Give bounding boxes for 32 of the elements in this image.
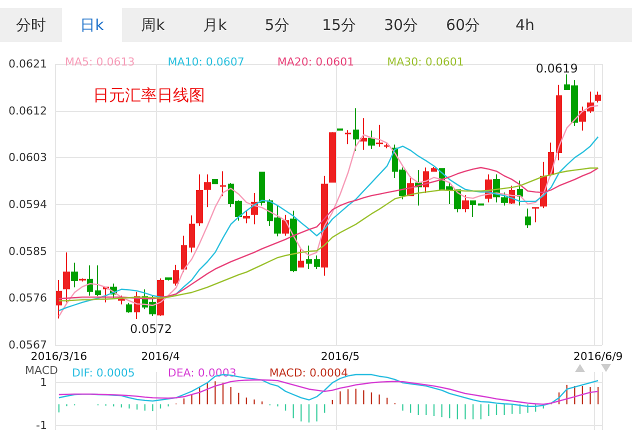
text: 日k [62, 8, 122, 42]
x-tick-label: 2016/3/16 [30, 350, 88, 363]
annotation: 0.0619 [536, 61, 578, 76]
series-label: DIF: 0.0005 [72, 366, 135, 380]
text: MA20: 0.0601 [277, 56, 354, 68]
y-tick-label: 0.0585 [8, 244, 47, 258]
text: 5分 [264, 15, 290, 36]
y-tick-label: 0.0603 [8, 151, 47, 164]
text: 月k [202, 15, 228, 36]
annotation: 0.0572 [130, 322, 172, 336]
text: 日元汇率日线图 [93, 86, 205, 104]
y-tick-label: 1 [40, 376, 47, 390]
series-label: MACD: 0.0004 [269, 366, 348, 380]
text: 周k [140, 15, 166, 36]
chart-title: MACD [25, 364, 58, 377]
text: 15分 [320, 15, 358, 36]
y-tick-label: 0.0567 [8, 338, 47, 352]
text: 60分 [444, 15, 482, 36]
y-tick-label: 0.0612 [8, 104, 47, 118]
y-tick-label: 0.0621 [8, 58, 47, 70]
text: MA5: 0.0613 [65, 56, 135, 68]
y-tick-label: -1 [36, 419, 47, 432]
text: 分时 [15, 15, 47, 36]
text: MA10: 0.0607 [168, 56, 244, 68]
x-tick-label: 2016/6/9 [573, 350, 623, 363]
y-tick-label: 0.0576 [8, 292, 47, 305]
y-tick-label: 0.0594 [8, 198, 47, 211]
text: 4h [514, 15, 536, 36]
x-tick-label: 2016/4 [141, 350, 180, 363]
text: 30分 [382, 15, 420, 36]
x-tick-label: 2016/5 [320, 350, 360, 363]
text: MA30: 0.0601 [387, 56, 464, 68]
